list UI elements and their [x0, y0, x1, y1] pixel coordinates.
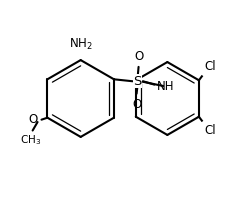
Text: NH: NH [157, 80, 175, 93]
Text: NH$_2$: NH$_2$ [69, 37, 92, 52]
Text: O: O [28, 113, 38, 126]
Text: Cl: Cl [205, 124, 216, 137]
Text: O: O [134, 50, 143, 63]
Text: Cl: Cl [205, 60, 216, 73]
Text: O: O [132, 98, 141, 111]
Text: CH$_3$: CH$_3$ [20, 134, 41, 147]
Text: S: S [134, 75, 142, 88]
